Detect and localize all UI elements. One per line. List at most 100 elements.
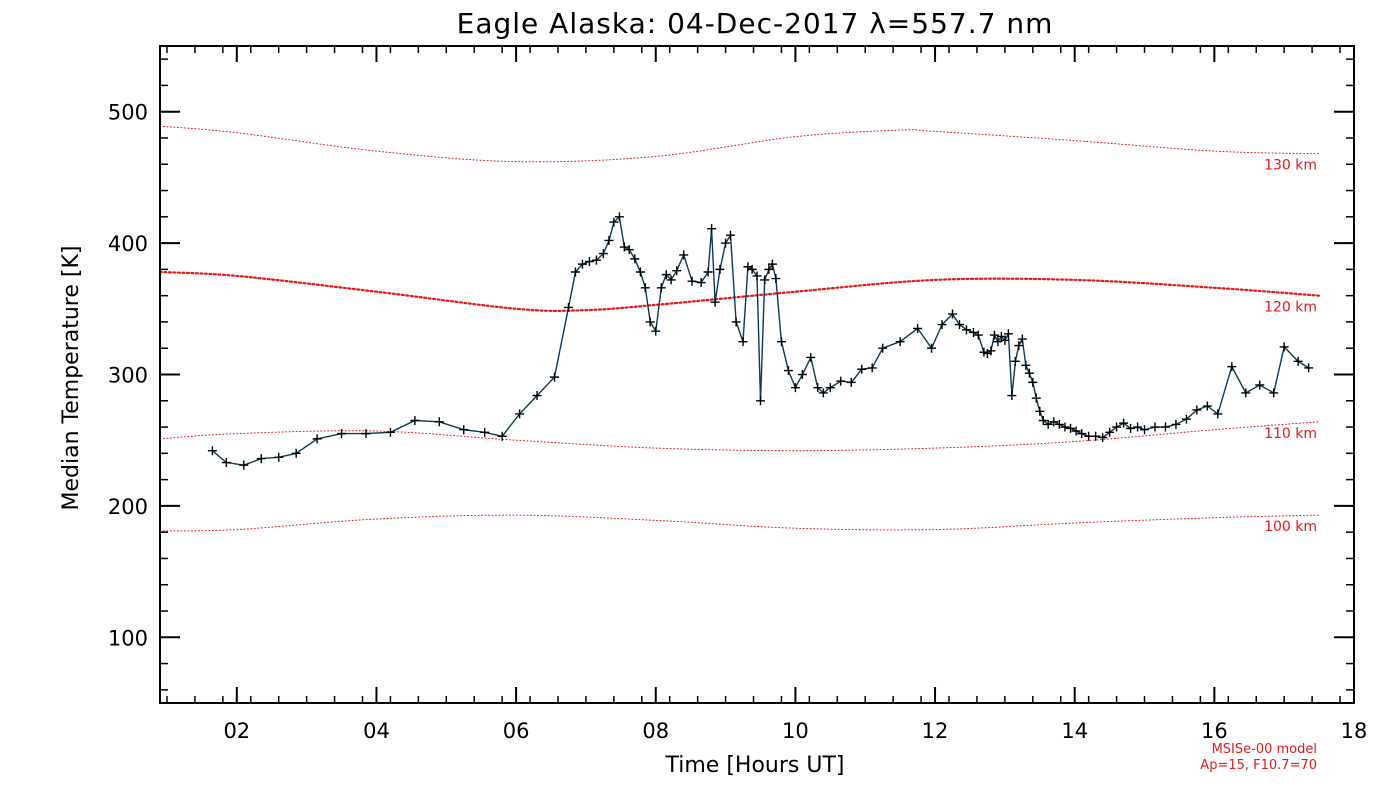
data-point-marker bbox=[584, 256, 594, 266]
data-point-marker bbox=[783, 366, 793, 376]
data-point-marker bbox=[598, 249, 608, 259]
data-point-marker bbox=[1213, 409, 1223, 419]
data-point-marker bbox=[790, 383, 800, 393]
data-point-marker bbox=[1024, 368, 1034, 378]
model-note-line-1: MSISe-00 model bbox=[1212, 742, 1317, 757]
data-point-marker bbox=[1066, 423, 1076, 433]
data-point-marker bbox=[570, 267, 580, 277]
data-point-marker bbox=[895, 337, 905, 347]
data-point-marker bbox=[1241, 388, 1251, 398]
data-point-marker bbox=[274, 452, 284, 462]
x-axis-ticks: 02 04 06 08 10 12 14 16 18 bbox=[166, 46, 1368, 743]
axes-layer: 02 04 06 08 10 12 14 16 18 100 200 300 400 500 bbox=[108, 45, 1368, 743]
data-point-marker bbox=[1126, 423, 1136, 433]
model-curve-label: 100 km bbox=[1264, 519, 1317, 535]
x-tick-label: 06 bbox=[503, 719, 530, 743]
data-point-marker bbox=[1227, 362, 1237, 372]
data-point-marker bbox=[1031, 393, 1041, 403]
data-point-marker bbox=[1049, 417, 1059, 427]
data-point-marker bbox=[239, 460, 249, 470]
data-point-marker bbox=[207, 446, 217, 456]
data-point-marker bbox=[604, 235, 614, 245]
x-axis-title: Time [Hours UT] bbox=[665, 753, 845, 778]
data-point-marker bbox=[1133, 422, 1143, 432]
data-point-marker bbox=[515, 409, 525, 419]
data-point-marker bbox=[1112, 422, 1122, 432]
data-point-marker bbox=[1279, 342, 1289, 352]
data-point-marker bbox=[666, 275, 676, 285]
data-point-marker bbox=[497, 431, 507, 441]
data-point-marker bbox=[532, 391, 542, 401]
data-point-marker bbox=[867, 363, 877, 373]
data-point-marker bbox=[836, 376, 846, 386]
data-point-marker bbox=[291, 448, 301, 458]
data-point-marker bbox=[1269, 388, 1279, 398]
data-point-marker bbox=[1017, 334, 1027, 344]
data-point-marker bbox=[1091, 431, 1101, 441]
data-point-marker bbox=[937, 320, 947, 330]
data-point-marker bbox=[954, 320, 964, 330]
data-point-marker bbox=[1010, 356, 1020, 366]
data-series-layer bbox=[207, 212, 1314, 470]
data-point-marker bbox=[760, 275, 770, 285]
data-point-marker bbox=[656, 283, 666, 293]
y-tick-label: 100 bbox=[108, 626, 148, 650]
x-tick-label: 18 bbox=[1341, 719, 1368, 743]
data-point-marker bbox=[846, 377, 856, 387]
data-point-marker bbox=[715, 264, 725, 274]
data-point-marker bbox=[661, 270, 671, 280]
x-tick-label: 08 bbox=[642, 719, 669, 743]
data-point-marker bbox=[696, 278, 706, 288]
data-point-marker bbox=[1000, 335, 1010, 345]
model-curve-label: 110 km bbox=[1264, 426, 1317, 442]
y-tick-label: 300 bbox=[108, 364, 148, 388]
y-tick-label: 200 bbox=[108, 495, 148, 519]
data-point-marker bbox=[651, 326, 661, 336]
data-point-marker bbox=[913, 324, 923, 334]
data-point-marker bbox=[630, 254, 640, 264]
x-tick-label: 12 bbox=[922, 719, 949, 743]
data-point-marker bbox=[825, 383, 835, 393]
data-point-marker bbox=[609, 217, 619, 227]
data-point-marker bbox=[771, 274, 781, 284]
data-point-marker bbox=[710, 297, 720, 307]
data-point-marker bbox=[1003, 329, 1013, 339]
data-point-marker bbox=[1035, 406, 1045, 416]
y-axis-ticks: 100 200 300 400 500 bbox=[108, 58, 1354, 691]
data-point-marker bbox=[731, 317, 741, 327]
data-point-marker bbox=[361, 429, 371, 439]
data-point-marker bbox=[857, 364, 867, 374]
data-point-marker bbox=[738, 337, 748, 347]
data-point-marker bbox=[635, 267, 645, 277]
data-point-marker bbox=[993, 337, 1003, 347]
data-point-marker bbox=[747, 264, 757, 274]
data-point-marker bbox=[434, 417, 444, 427]
x-tick-label: 10 bbox=[782, 719, 809, 743]
data-point-marker bbox=[707, 224, 717, 234]
data-point-marker bbox=[767, 259, 777, 269]
model-curve-130-km bbox=[159, 125, 1320, 163]
data-point-marker bbox=[755, 396, 765, 406]
data-point-marker bbox=[1098, 433, 1108, 443]
data-point-marker bbox=[1150, 422, 1160, 432]
data-point-marker bbox=[672, 266, 682, 276]
data-point-marker bbox=[752, 271, 762, 281]
data-point-marker bbox=[687, 276, 697, 286]
data-point-marker bbox=[459, 425, 469, 435]
data-point-marker bbox=[986, 346, 996, 356]
model-curve-label: 120 km bbox=[1264, 300, 1317, 316]
y-axis-title: Median Temperature [K] bbox=[59, 246, 84, 511]
x-tick-label: 04 bbox=[363, 719, 390, 743]
data-point-marker bbox=[764, 264, 774, 274]
data-point-marker bbox=[776, 337, 786, 347]
data-point-marker bbox=[1014, 341, 1024, 351]
data-point-marker bbox=[591, 255, 601, 265]
model-note-line-2: Ap=15, F10.7=70 bbox=[1200, 758, 1317, 773]
data-point-marker bbox=[1160, 422, 1170, 432]
data-point-marker bbox=[256, 454, 266, 464]
data-point-marker bbox=[619, 242, 629, 252]
data-point-marker bbox=[1105, 427, 1115, 437]
data-point-marker bbox=[721, 238, 731, 248]
data-point-marker bbox=[337, 429, 347, 439]
